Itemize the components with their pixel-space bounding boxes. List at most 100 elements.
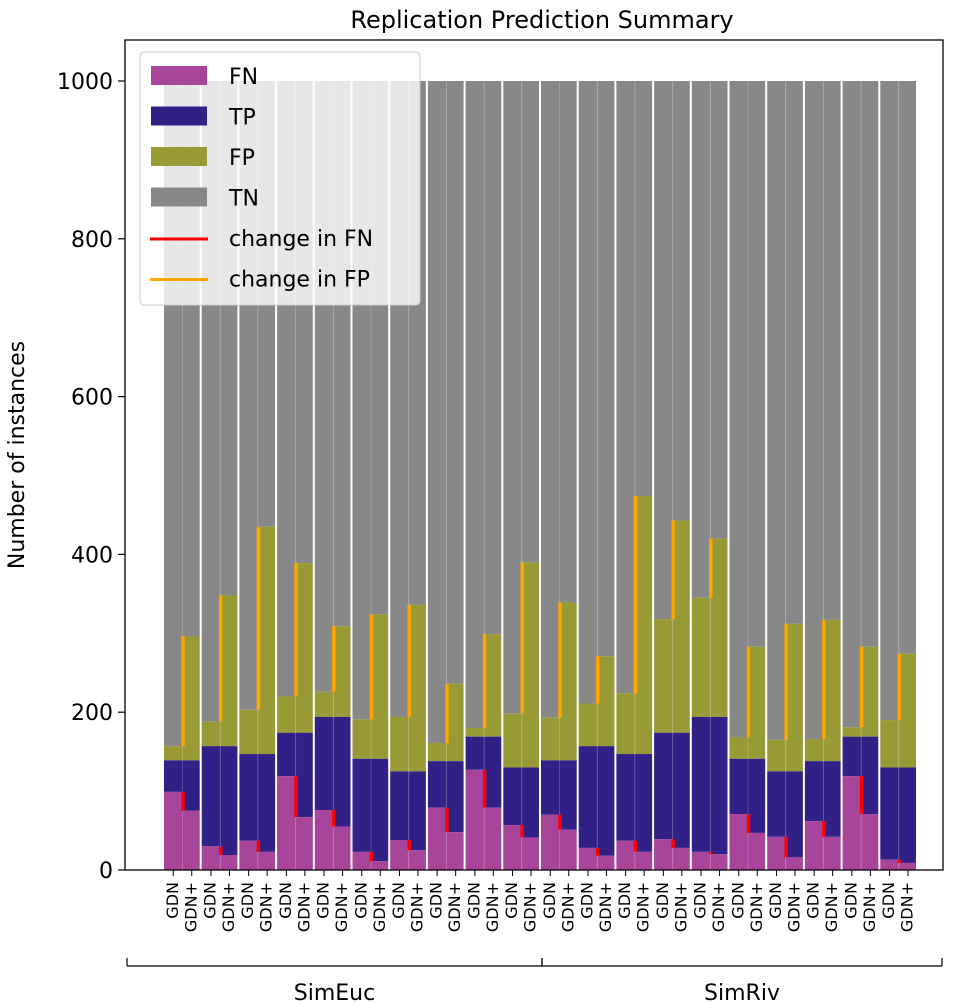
y-tick-label: 200 <box>71 701 113 726</box>
bar-simeuc-9-gdn-fn <box>465 769 485 870</box>
pair-separator <box>313 81 316 870</box>
bar-simriv-8-gdn-fp <box>804 739 824 762</box>
bar-simeuc-2-gdn-tp <box>201 746 221 847</box>
bar-simriv-9-gdn-tn <box>842 81 862 728</box>
bar-simriv-1-gdn-tn <box>541 81 560 718</box>
bar-simriv-8-gdnplus-tp <box>823 761 841 837</box>
bar-simeuc-6-gdnplus-fn <box>371 861 389 870</box>
x-tick-label: GDN <box>502 882 521 919</box>
bar-simriv-4-gdn-fn <box>654 839 673 870</box>
bar-simeuc-4-gdnplus-fn <box>295 817 313 870</box>
x-tick-label: GDN <box>238 882 257 919</box>
bar-simeuc-4-gdnplus-fp <box>295 563 313 733</box>
bar-simriv-6-gdnplus-tn <box>748 81 766 647</box>
pair-separator <box>200 81 203 870</box>
y-tick-label: 600 <box>71 386 113 411</box>
bar-simriv-3-gdnplus-fn <box>634 851 653 870</box>
x-tick-label: GDN <box>615 882 634 919</box>
bar-simriv-10-gdn-tn <box>880 81 899 721</box>
bar-simeuc-10-gdn-fn <box>503 825 522 870</box>
bar-simeuc-3-gdnplus-fn <box>257 851 276 870</box>
x-tick-label: GDN <box>879 882 898 919</box>
pair-separator <box>803 81 806 870</box>
bar-simriv-9-gdnplus-fn <box>861 813 879 870</box>
bar-simeuc-8-gdnplus-fn <box>446 832 464 870</box>
bar-simriv-3-gdnplus-fp <box>634 496 653 755</box>
bar-simriv-9-gdn-tp <box>842 736 862 777</box>
pair-separator <box>878 81 881 870</box>
group-label-simeuc: SimEuc <box>294 981 375 1004</box>
bar-simeuc-7-gdnplus-fp <box>408 604 426 772</box>
x-tick-label: GDN <box>577 882 596 919</box>
bar-simeuc-7-gdn-fn <box>390 840 409 870</box>
bar-simeuc-5-gdn-fn <box>314 810 334 870</box>
y-axis-label: Number of instances <box>5 341 30 569</box>
bar-simriv-6-gdn-tn <box>729 81 748 738</box>
bar-simeuc-7-gdnplus-tp <box>408 771 426 851</box>
bar-simeuc-9-gdnplus-fn <box>484 807 502 870</box>
bar-simeuc-9-gdn-tn <box>465 81 485 728</box>
bar-simeuc-9-gdnplus-fp <box>484 634 502 737</box>
bar-simriv-4-gdn-tn <box>654 81 673 620</box>
x-tick-label: GDN <box>766 882 785 919</box>
bar-simriv-6-gdnplus-fn <box>748 832 766 870</box>
bar-simeuc-4-gdnplus-tp <box>295 732 313 818</box>
bar-simeuc-6-gdn-fn <box>352 851 371 870</box>
bar-simriv-8-gdn-fn <box>804 821 824 870</box>
legend-label: change in FN <box>229 227 373 252</box>
bar-simeuc-2-gdnplus-fp <box>220 595 238 747</box>
legend-frame <box>139 51 421 306</box>
x-tick-label: GDN+ <box>181 882 200 932</box>
bar-simriv-7-gdn-tn <box>767 81 786 740</box>
x-tick-label: GDN+ <box>671 882 690 932</box>
x-tick-label: GDN+ <box>294 882 313 932</box>
legend-label: FN <box>229 65 258 90</box>
bar-simriv-1-gdn-tp <box>541 760 560 815</box>
bar-simriv-1-gdnplus-fn <box>559 829 577 870</box>
pair-separator <box>652 81 655 870</box>
bar-simriv-4-gdnplus-fp <box>672 520 690 733</box>
legend-label: TP <box>228 106 256 131</box>
bar-simeuc-2-gdn-fn <box>201 846 221 870</box>
x-tick-label: GDN <box>163 882 182 919</box>
bar-simriv-7-gdn-tp <box>767 771 786 837</box>
bar-simeuc-3-gdn-fn <box>239 840 258 870</box>
x-tick-label: GDN <box>804 882 823 919</box>
bar-simriv-5-gdnplus-tp <box>710 716 728 855</box>
bars-layer <box>164 81 916 870</box>
x-tick-label: GDN <box>351 882 370 919</box>
bar-simriv-8-gdn-tp <box>804 761 824 822</box>
x-tick-label: GDN <box>389 882 408 919</box>
bar-simriv-8-gdnplus-fn <box>823 836 841 870</box>
x-tick-label: GDN+ <box>784 882 803 932</box>
bar-simeuc-8-gdn-tp <box>427 761 447 808</box>
bar-simeuc-6-gdnplus-tp <box>371 758 389 862</box>
bar-simeuc-5-gdn-tp <box>314 716 334 811</box>
bar-simeuc-2-gdn-fp <box>201 721 221 747</box>
bar-simeuc-1-gdn-fn <box>164 791 183 870</box>
y-axis: 0 200 400 600 800 1000 <box>57 70 125 884</box>
plot-frame <box>124 39 944 871</box>
bar-simriv-5-gdnplus-tn <box>710 81 728 539</box>
bar-simeuc-1-gdn-tp <box>164 760 183 792</box>
bar-simriv-10-gdnplus-tn <box>898 81 916 654</box>
x-tick-label: GDN <box>200 882 219 919</box>
bar-simriv-5-gdn-fn <box>691 851 711 870</box>
x-tick-label: GDN <box>276 882 295 919</box>
bar-simriv-9-gdn-fp <box>842 727 862 737</box>
bar-simriv-6-gdn-fn <box>729 813 748 870</box>
bar-simriv-5-gdn-tp <box>691 716 711 852</box>
bar-simriv-10-gdn-tp <box>880 767 899 860</box>
bar-simeuc-6-gdnplus-fp <box>371 614 389 759</box>
y-tick-label: 0 <box>99 859 113 884</box>
bar-simeuc-1-gdnplus-fn <box>182 810 200 870</box>
bar-simriv-2-gdn-tn <box>578 81 598 704</box>
bar-simeuc-5-gdnplus-fp <box>333 626 351 717</box>
bar-simriv-7-gdnplus-tp <box>785 771 803 858</box>
x-tick-label: GDN <box>314 882 333 919</box>
x-tick-label: GDN+ <box>332 882 351 932</box>
bar-simeuc-8-gdnplus-tn <box>446 81 464 684</box>
bar-simriv-2-gdn-fn <box>578 847 598 870</box>
pair-separator <box>539 81 542 870</box>
bar-simriv-10-gdn-fn <box>880 859 899 870</box>
